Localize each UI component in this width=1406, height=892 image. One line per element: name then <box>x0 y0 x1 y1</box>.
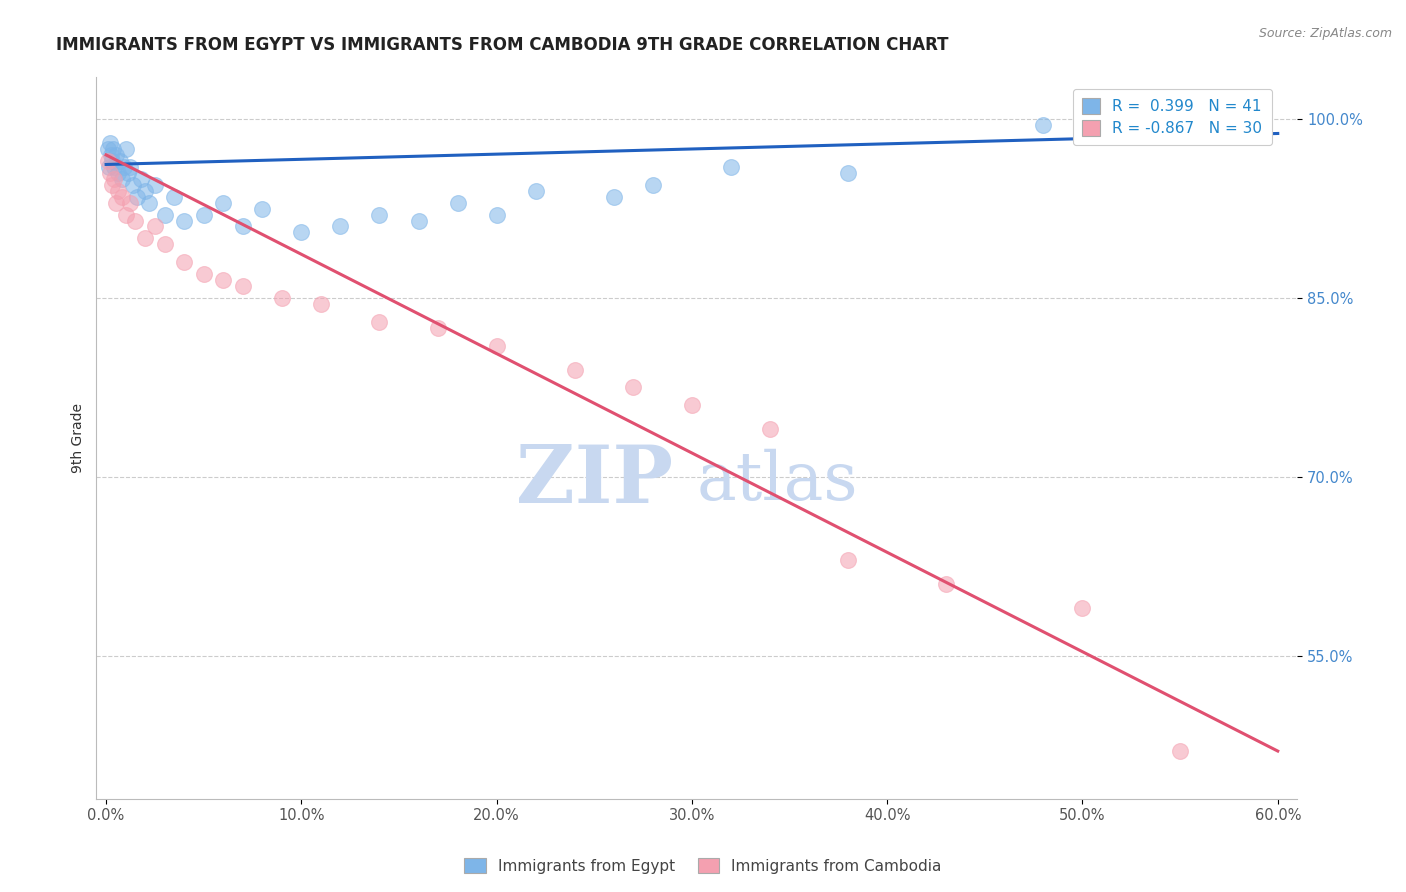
Point <box>134 184 156 198</box>
Point <box>603 189 626 203</box>
Point <box>1071 601 1094 615</box>
Point <box>104 195 127 210</box>
Point <box>309 297 332 311</box>
Text: ZIP: ZIP <box>516 442 673 520</box>
Legend: R =  0.399   N = 41, R = -0.867   N = 30: R = 0.399 N = 41, R = -0.867 N = 30 <box>1073 88 1271 145</box>
Point <box>111 189 134 203</box>
Point <box>143 219 166 234</box>
Point <box>97 142 120 156</box>
Point <box>117 166 139 180</box>
Point <box>408 213 430 227</box>
Point <box>97 153 120 168</box>
Point <box>114 142 136 156</box>
Point <box>173 213 195 227</box>
Point <box>127 189 149 203</box>
Point <box>1032 118 1054 132</box>
Point <box>290 226 312 240</box>
Point <box>681 398 703 412</box>
Point <box>564 362 586 376</box>
Point <box>101 178 124 192</box>
Point <box>163 189 186 203</box>
Point <box>108 153 131 168</box>
Point <box>173 255 195 269</box>
Point <box>143 178 166 192</box>
Point <box>122 178 145 192</box>
Point <box>107 184 129 198</box>
Point <box>129 171 152 186</box>
Point <box>124 213 146 227</box>
Y-axis label: 9th Grade: 9th Grade <box>72 403 86 473</box>
Point <box>446 195 468 210</box>
Point <box>101 142 124 156</box>
Legend: Immigrants from Egypt, Immigrants from Cambodia: Immigrants from Egypt, Immigrants from C… <box>458 852 948 880</box>
Point <box>252 202 274 216</box>
Point <box>368 208 391 222</box>
Point <box>153 208 176 222</box>
Point <box>103 160 125 174</box>
Point <box>112 160 135 174</box>
Point <box>485 339 508 353</box>
Point <box>759 422 782 436</box>
Point <box>720 160 742 174</box>
Point <box>837 553 859 567</box>
Point <box>100 148 122 162</box>
Point <box>111 171 134 186</box>
Text: IMMIGRANTS FROM EGYPT VS IMMIGRANTS FROM CAMBODIA 9TH GRADE CORRELATION CHART: IMMIGRANTS FROM EGYPT VS IMMIGRANTS FROM… <box>56 36 949 54</box>
Point <box>114 208 136 222</box>
Point <box>193 267 215 281</box>
Point <box>837 166 859 180</box>
Point <box>935 577 957 591</box>
Point <box>485 208 508 222</box>
Point <box>101 153 124 168</box>
Point <box>524 184 547 198</box>
Point <box>103 171 125 186</box>
Text: Source: ZipAtlas.com: Source: ZipAtlas.com <box>1258 27 1392 40</box>
Point <box>193 208 215 222</box>
Point <box>1111 106 1133 120</box>
Point <box>98 136 121 150</box>
Point <box>1168 744 1191 758</box>
Point <box>98 166 121 180</box>
Point <box>134 231 156 245</box>
Point <box>368 315 391 329</box>
Point <box>118 160 141 174</box>
Point <box>641 178 664 192</box>
Point <box>118 195 141 210</box>
Point <box>104 148 127 162</box>
Point <box>153 237 176 252</box>
Point <box>212 273 235 287</box>
Point <box>98 160 121 174</box>
Point <box>427 321 450 335</box>
Point <box>107 166 129 180</box>
Point <box>270 291 292 305</box>
Point <box>232 219 254 234</box>
Point <box>138 195 160 210</box>
Text: atlas: atlas <box>697 449 858 514</box>
Point <box>621 380 644 394</box>
Point <box>212 195 235 210</box>
Point <box>329 219 352 234</box>
Point <box>232 279 254 293</box>
